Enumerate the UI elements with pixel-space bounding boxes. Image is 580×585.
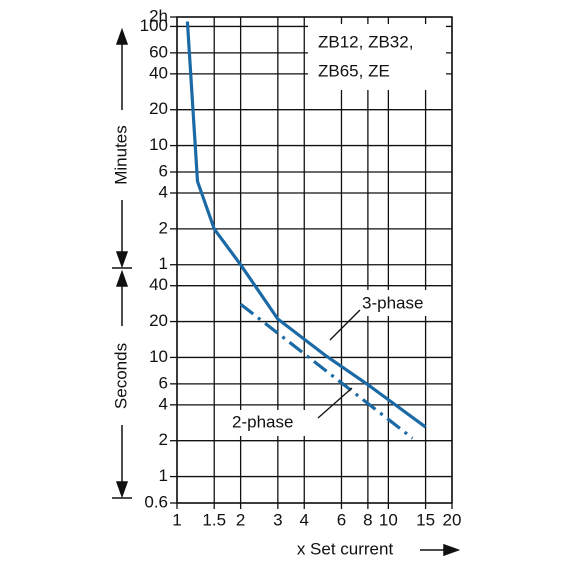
y-tick-label: 10 [149, 347, 168, 366]
y-tick-label: 4 [159, 394, 168, 413]
note-box [308, 24, 446, 90]
y-tick-label: 1 [159, 254, 168, 273]
y-tick-label: 0.6 [144, 492, 168, 511]
label-bg [357, 290, 449, 316]
x-tick-label: 15 [416, 510, 435, 529]
y-tick-label: 2h [149, 6, 168, 25]
series-label: 2-phase [232, 412, 293, 431]
y-tick-label: 100 [140, 16, 168, 35]
arrow [115, 251, 129, 269]
y-tick-label: 2 [159, 218, 168, 237]
note-line: ZB65, ZE [318, 61, 390, 80]
arrow [115, 481, 129, 499]
series-line [185, 21, 427, 429]
y-tick-label: 6 [159, 373, 168, 392]
y-tick-label: 40 [149, 275, 168, 294]
x-tick-label: 2 [236, 510, 245, 529]
axis-markers [112, 27, 461, 557]
x-tick-label: 6 [337, 510, 346, 529]
leader-line [329, 309, 361, 341]
leader-line [317, 387, 353, 419]
x-tick-label: 1 [172, 510, 181, 529]
y-tick-label: 1 [159, 466, 168, 485]
y-tick-label: 2 [159, 430, 168, 449]
y-tick-label: 10 [149, 135, 168, 154]
x-tick-label: 4 [300, 510, 309, 529]
x-tick-label: 10 [379, 510, 398, 529]
note-line: ZB12, ZB32, [318, 32, 413, 51]
arrow [443, 543, 461, 557]
y-axis-label: Minutes [111, 125, 130, 185]
x-tick-label: 20 [443, 510, 462, 529]
curves [185, 21, 427, 440]
x-tick-label: 8 [363, 510, 372, 529]
y-tick-label: 4 [159, 182, 168, 201]
x-tick-label: 1.5 [202, 510, 226, 529]
label-bg [228, 410, 320, 436]
series-label: 3-phase [362, 293, 423, 312]
y-tick-label: 20 [149, 311, 168, 330]
series-line [239, 302, 414, 440]
y-tick-label: 40 [149, 63, 168, 82]
y-tick-label: 6 [159, 161, 168, 180]
x-tick-label: 3 [273, 510, 282, 529]
y-tick-label: 20 [149, 99, 168, 118]
y-axis-label: Seconds [111, 343, 130, 409]
y-tick-label: 60 [149, 42, 168, 61]
x-axis-label: x Set current [297, 539, 394, 558]
